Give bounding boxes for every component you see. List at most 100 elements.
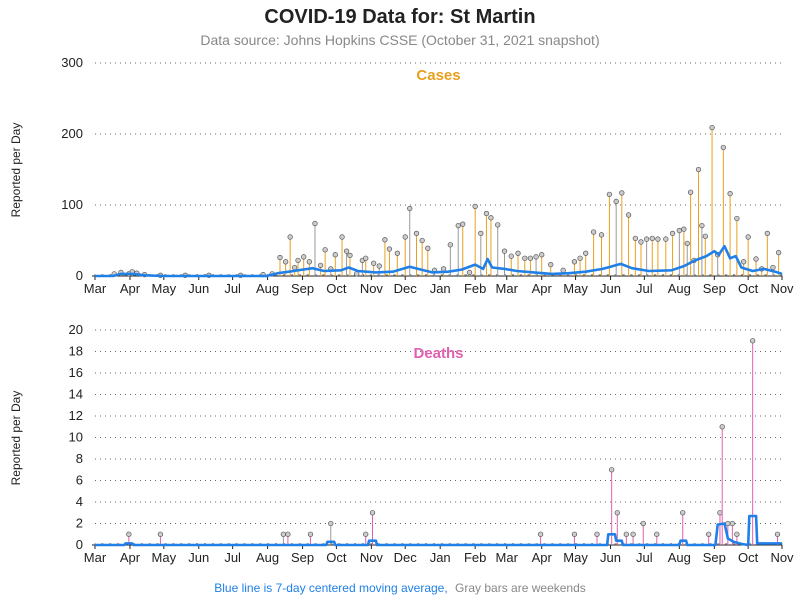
daily-point: [455, 222, 461, 229]
daily-point: [750, 338, 756, 344]
daily-point: [343, 248, 350, 254]
daily-point: [687, 189, 694, 195]
daily-point: [307, 531, 314, 537]
daily-point: [632, 235, 638, 242]
daily-point: [460, 221, 466, 227]
x-tick-label: Jan: [430, 281, 451, 296]
daily-point: [285, 531, 291, 537]
y-tick-label: 300: [61, 55, 83, 70]
daily-point: [472, 203, 478, 210]
daily-point: [745, 234, 751, 240]
daily-point: [702, 233, 708, 239]
daily-point: [126, 531, 132, 537]
daily-point: [630, 531, 636, 537]
daily-point: [770, 264, 776, 271]
x-tick-label: Oct: [326, 550, 347, 565]
daily-point: [734, 215, 740, 222]
y-axis-label: Reported per Day: [9, 123, 23, 218]
daily-point: [594, 531, 600, 537]
x-tick-label: Jun: [600, 281, 621, 296]
x-tick-label: Jul: [224, 281, 241, 296]
y-tick-label: 200: [61, 126, 83, 141]
daily-point: [727, 190, 733, 197]
daily-point: [571, 259, 578, 265]
daily-point: [515, 250, 521, 256]
daily-point: [606, 191, 613, 198]
daily-point: [419, 237, 425, 244]
daily-point: [775, 249, 782, 256]
x-tick-label: Mar: [496, 550, 519, 565]
daily-point: [527, 255, 534, 261]
daily-point: [583, 250, 589, 256]
daily-point: [695, 166, 702, 173]
daily-point: [407, 205, 413, 212]
daily-point: [598, 232, 605, 238]
daily-point: [332, 252, 338, 258]
daily-point: [363, 255, 369, 261]
daily-point: [740, 259, 747, 265]
x-tick-label: Dec: [394, 281, 418, 296]
daily-point: [684, 240, 690, 246]
y-axis-label: Reported per Day: [9, 391, 23, 486]
daily-point: [440, 266, 447, 272]
daily-point: [306, 259, 312, 265]
daily-point: [478, 230, 484, 237]
x-tick-label: Jul: [636, 281, 653, 296]
daily-point: [339, 234, 345, 240]
x-tick-label: Apr: [532, 550, 553, 565]
footnote-blue-part: Blue line is 7-day centered moving avera…: [214, 581, 447, 595]
daily-point: [680, 510, 686, 516]
x-tick-label: Mar: [496, 281, 519, 296]
daily-point: [774, 531, 781, 537]
daily-point: [655, 236, 661, 242]
daily-point: [537, 531, 544, 537]
daily-point: [560, 267, 566, 273]
x-tick-label: Mar: [84, 281, 107, 296]
x-tick-label: Nov: [770, 281, 794, 296]
daily-point: [382, 237, 388, 243]
daily-point: [287, 234, 293, 240]
daily-point: [623, 531, 629, 537]
moving-average-line: [95, 244, 783, 278]
daily-point: [328, 520, 334, 527]
x-tick-label: Jan: [430, 550, 451, 565]
x-tick-label: Oct: [326, 281, 347, 296]
daily-point: [663, 236, 669, 242]
daily-point: [317, 262, 324, 269]
daily-point: [764, 230, 770, 237]
daily-point: [522, 255, 528, 261]
daily-point: [719, 424, 725, 430]
daily-point: [370, 260, 377, 266]
daily-point: [277, 254, 283, 261]
x-tick-label: Jun: [188, 281, 209, 296]
daily-point: [625, 212, 632, 218]
x-tick-label: May: [152, 550, 177, 565]
y-tick-label: 2: [76, 516, 83, 531]
x-tick-label: Apr: [120, 281, 141, 296]
cases-panel: 0 100 200 300 Reported per Day Cases Mar Apr May…: [9, 55, 794, 296]
daily-point: [501, 248, 508, 254]
daily-point: [614, 510, 620, 516]
daily-point: [669, 230, 676, 237]
x-tick-label: Mar: [84, 550, 107, 565]
x-tick-label: Sep: [703, 550, 726, 565]
moving-average-line: [95, 514, 782, 547]
daily-point: [282, 259, 289, 265]
daily-point: [413, 230, 420, 237]
x-tick-label: Feb: [464, 550, 486, 565]
daily-point: [571, 531, 578, 537]
footnote-gray-part: Gray bars are weekends: [455, 581, 586, 595]
daily-point: [699, 222, 705, 229]
x-tick-label: Sep: [703, 281, 726, 296]
daily-point: [709, 124, 715, 131]
x-tick-label: Jun: [600, 550, 621, 565]
y-tick-label: 0: [76, 537, 83, 552]
daily-point: [729, 520, 736, 527]
x-tick-label: Jul: [636, 550, 653, 565]
x-tick-label: Aug: [256, 281, 279, 296]
x-tick-label: Oct: [738, 550, 759, 565]
daily-point: [483, 210, 490, 217]
daily-point: [706, 531, 712, 537]
daily-point: [533, 254, 539, 260]
x-tick-label: May: [152, 281, 177, 296]
